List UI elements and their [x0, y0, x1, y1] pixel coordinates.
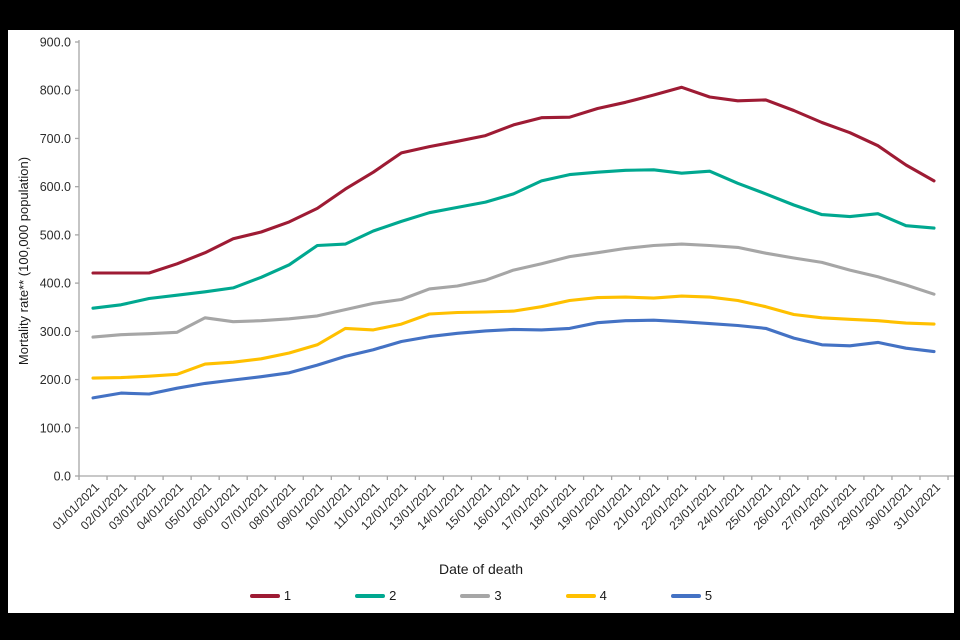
series-line-5 [91, 318, 936, 400]
y-tick-label: 100.0 [40, 421, 71, 435]
legend-swatch-1 [249, 593, 280, 598]
legend-label-4: 4 [599, 588, 607, 603]
legend-swatch-4 [565, 593, 596, 598]
y-tick-label: 800.0 [40, 84, 71, 98]
x-axis-title: Date of death [438, 561, 524, 577]
legend-swatch-5 [670, 593, 701, 598]
legend-label-1: 1 [283, 588, 292, 603]
mortality-line-chart: 0.0 100.0 200.0 300.0 400.0 500.0 600.0 700.0 80… [40, 36, 960, 533]
series-line-1 [91, 85, 936, 275]
y-tick-label: 0.0 [54, 470, 71, 484]
legend-item-1: 1 [249, 588, 292, 603]
legend-item-4: 4 [565, 588, 607, 603]
y-tick-label: 600.0 [40, 180, 71, 194]
y-tick-label: 400.0 [40, 277, 71, 291]
series-line-3 [91, 242, 936, 339]
legend-swatch-3 [460, 593, 491, 598]
chart-panel: 0.0 100.0 200.0 300.0 400.0 500.0 600.0 700.0 80… [8, 30, 960, 613]
y-axis-title: Mortality rate** (100,000 population) [16, 156, 31, 366]
y-tick-label: 700.0 [40, 132, 71, 146]
legend-label-3: 3 [494, 588, 502, 603]
y-tick-label: 500.0 [40, 228, 71, 242]
y-tick-label: 200.0 [40, 373, 71, 387]
y-tick-label: 300.0 [40, 325, 71, 339]
legend-label-5: 5 [704, 588, 713, 603]
legend-item-3: 3 [460, 588, 502, 603]
legend-item-2: 2 [355, 588, 396, 603]
legend-item-5: 5 [670, 588, 713, 603]
series-line-4 [91, 294, 936, 380]
series-line-2 [91, 168, 936, 310]
y-tick-label: 900.0 [40, 36, 71, 50]
legend-label-2: 2 [389, 588, 397, 603]
legend-swatch-2 [355, 593, 386, 598]
legend: 1 2 3 4 5 [8, 588, 954, 603]
